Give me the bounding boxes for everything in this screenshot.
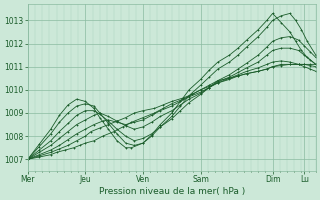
X-axis label: Pression niveau de la mer( hPa ): Pression niveau de la mer( hPa ) <box>99 187 245 196</box>
